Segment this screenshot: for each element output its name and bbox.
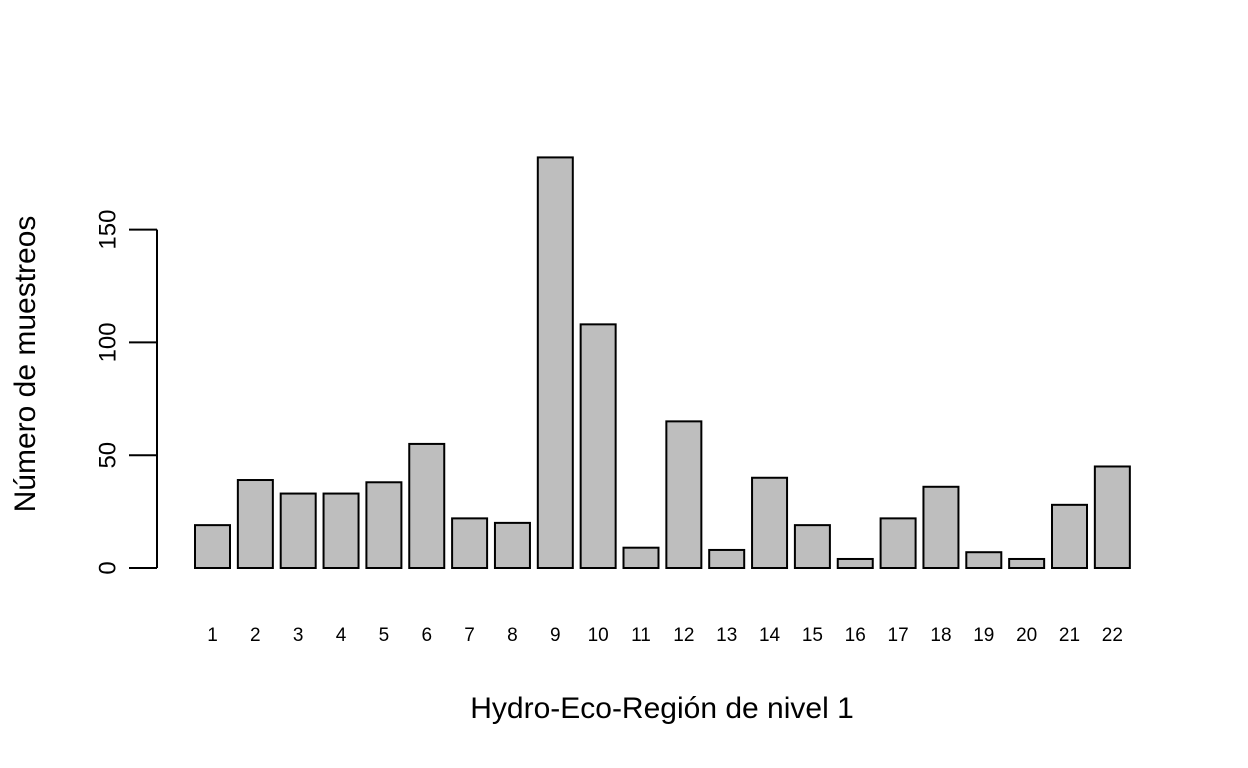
x-tick-label: 21 (1059, 625, 1080, 646)
x-tick-label: 6 (421, 625, 432, 646)
bar-4 (322, 492, 360, 569)
x-tick-label: 22 (1102, 625, 1123, 646)
x-tick-label: 1 (207, 625, 218, 646)
x-axis-title: Hydro-Eco-Región de nivel 1 (470, 692, 854, 725)
x-tick-label: 2 (250, 625, 261, 646)
x-tick-label: 18 (930, 625, 951, 646)
x-tick-labels: 1 2 3 4 5 6 7 8 9 10 11 12 13 14 15 16 17 18 19 20 21 22 (207, 625, 1123, 646)
x-tick-label: 11 (631, 625, 651, 646)
x-tick-label: 5 (379, 625, 390, 646)
bar-16 (836, 557, 874, 570)
y-tick-label: 150 (94, 210, 121, 250)
x-tick-label: 17 (888, 625, 909, 646)
x-tick-label: 3 (293, 625, 304, 646)
bar-9 (536, 156, 574, 570)
bars (194, 156, 1131, 570)
bar-5 (365, 481, 403, 569)
x-tick-label: 13 (716, 625, 737, 646)
x-tick-label: 15 (802, 625, 823, 646)
bar-11 (622, 546, 660, 569)
bar-21 (1051, 503, 1088, 569)
bar-3 (279, 492, 317, 569)
x-tick-label: 9 (550, 625, 561, 646)
y-tick-label: 100 (94, 322, 121, 362)
x-tick-label: 16 (845, 625, 866, 646)
bar-13 (708, 548, 746, 570)
y-axis: 0 50 100 150 (94, 210, 158, 575)
bar-15 (793, 524, 831, 569)
y-axis-title: Número de muestreos (9, 216, 42, 513)
bar-1 (194, 524, 231, 569)
y-tick-label: 0 (94, 561, 121, 574)
x-tick-label: 10 (588, 625, 609, 646)
x-tick-label: 20 (1016, 625, 1037, 646)
bar-10 (579, 323, 617, 569)
bar-7 (451, 517, 489, 569)
x-tick-label: 19 (973, 625, 994, 646)
x-tick-label: 14 (759, 625, 781, 646)
x-tick-label: 8 (507, 625, 518, 646)
y-tick-label: 50 (94, 442, 121, 469)
bar-12 (665, 420, 703, 569)
bar-14 (751, 476, 789, 570)
bar-6 (408, 442, 446, 570)
bar-2 (236, 479, 274, 569)
bar-18 (922, 485, 960, 569)
x-tick-label: 7 (464, 625, 475, 646)
x-tick-label: 12 (673, 625, 694, 646)
bar-19 (965, 551, 1003, 570)
bar-22 (1093, 465, 1131, 570)
bar-17 (879, 517, 917, 569)
bar-8 (493, 521, 531, 570)
bar-20 (1008, 557, 1046, 570)
x-tick-label: 4 (336, 625, 347, 646)
